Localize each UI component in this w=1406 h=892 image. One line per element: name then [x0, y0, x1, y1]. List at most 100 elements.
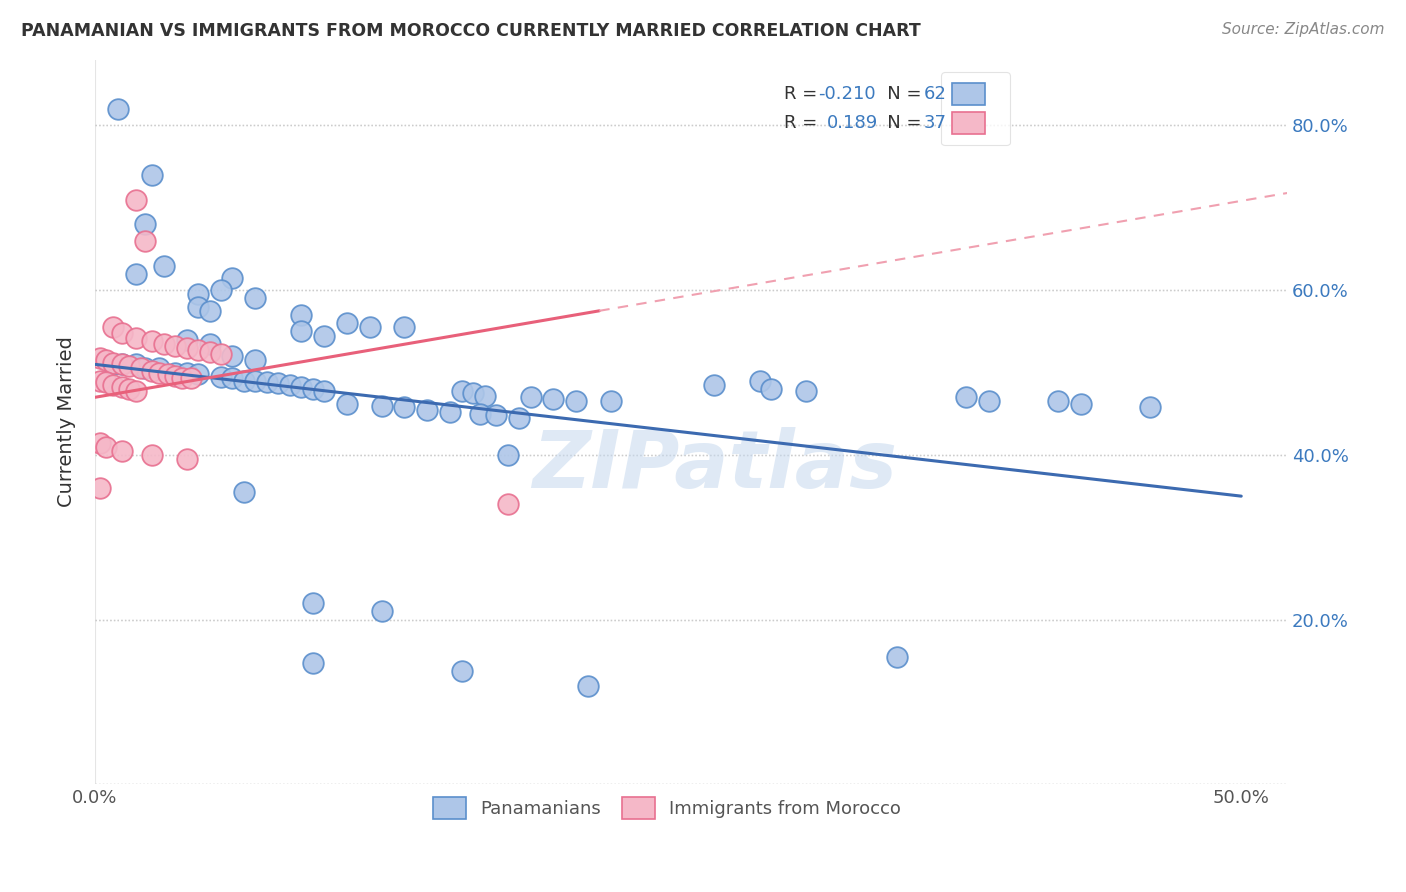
Point — [496, 497, 519, 511]
Point — [96, 353, 118, 368]
Point — [165, 368, 187, 383]
Point — [761, 382, 783, 396]
Point — [141, 448, 163, 462]
Point — [141, 334, 163, 349]
Point — [89, 435, 111, 450]
Point — [394, 400, 416, 414]
Text: N =: N = — [870, 113, 927, 132]
Point — [89, 351, 111, 365]
Point — [118, 382, 141, 396]
Point — [463, 386, 485, 401]
Point — [134, 234, 156, 248]
Point — [221, 271, 243, 285]
Point — [148, 366, 170, 380]
Point — [96, 376, 118, 390]
Point — [233, 374, 256, 388]
Text: -0.210: -0.210 — [818, 85, 876, 103]
Point — [103, 320, 125, 334]
Point — [474, 389, 496, 403]
Point — [187, 368, 209, 382]
Point — [256, 376, 278, 390]
Point — [485, 409, 508, 423]
Point — [209, 347, 232, 361]
Point — [125, 193, 148, 207]
Point — [198, 336, 221, 351]
Point — [89, 374, 111, 388]
Point — [394, 320, 416, 334]
Point — [508, 410, 530, 425]
Point — [450, 384, 472, 398]
Point — [221, 349, 243, 363]
Point — [245, 292, 267, 306]
Point — [198, 345, 221, 359]
Text: 62: 62 — [924, 85, 946, 103]
Point — [125, 384, 148, 398]
Point — [519, 390, 541, 404]
Point — [290, 380, 312, 394]
Point — [209, 369, 232, 384]
Point — [134, 361, 156, 376]
Point — [134, 217, 156, 231]
Text: ZIPatlas: ZIPatlas — [533, 426, 897, 505]
Point — [141, 364, 163, 378]
Point — [314, 384, 336, 398]
Point — [118, 359, 141, 373]
Point — [125, 267, 148, 281]
Point — [157, 368, 180, 382]
Point — [245, 374, 267, 388]
Point — [416, 402, 439, 417]
Y-axis label: Currently Married: Currently Married — [58, 336, 76, 508]
Point — [278, 378, 301, 392]
Point — [176, 366, 198, 380]
Point — [233, 485, 256, 500]
Point — [141, 168, 163, 182]
Point — [359, 320, 381, 334]
Point — [125, 357, 148, 371]
Legend: Panamanians, Immigrants from Morocco: Panamanians, Immigrants from Morocco — [426, 789, 908, 826]
Point — [439, 405, 461, 419]
Point — [111, 443, 134, 458]
Text: Source: ZipAtlas.com: Source: ZipAtlas.com — [1222, 22, 1385, 37]
Point — [165, 339, 187, 353]
Point — [180, 371, 202, 385]
Point — [576, 679, 599, 693]
Text: PANAMANIAN VS IMMIGRANTS FROM MOROCCO CURRENTLY MARRIED CORRELATION CHART: PANAMANIAN VS IMMIGRANTS FROM MOROCCO CU… — [21, 22, 921, 40]
Point — [886, 649, 908, 664]
Point — [370, 604, 392, 618]
Point — [703, 378, 725, 392]
Point — [267, 376, 290, 391]
Point — [111, 326, 134, 340]
Point — [370, 399, 392, 413]
Point — [152, 336, 174, 351]
Point — [450, 664, 472, 678]
Text: 0.189: 0.189 — [827, 113, 879, 132]
Point — [103, 357, 125, 371]
Point — [290, 308, 312, 322]
Point — [290, 325, 312, 339]
Point — [148, 361, 170, 376]
Point — [543, 392, 565, 406]
Point — [111, 380, 134, 394]
Point — [336, 316, 359, 330]
Text: R =: R = — [785, 113, 823, 132]
Point — [1070, 397, 1092, 411]
Point — [129, 361, 152, 376]
Point — [170, 370, 193, 384]
Point — [187, 287, 209, 301]
Point — [125, 331, 148, 345]
Point — [1046, 394, 1069, 409]
Point — [599, 394, 621, 409]
Point — [301, 656, 323, 670]
Text: N =: N = — [870, 85, 927, 103]
Point — [496, 448, 519, 462]
Point — [111, 357, 134, 371]
Point — [111, 357, 134, 371]
Point — [165, 366, 187, 380]
Text: 37: 37 — [924, 113, 946, 132]
Point — [103, 378, 125, 392]
Point — [336, 397, 359, 411]
Text: R =: R = — [785, 85, 823, 103]
Point — [176, 452, 198, 467]
Point — [209, 283, 232, 297]
Point — [748, 374, 770, 388]
